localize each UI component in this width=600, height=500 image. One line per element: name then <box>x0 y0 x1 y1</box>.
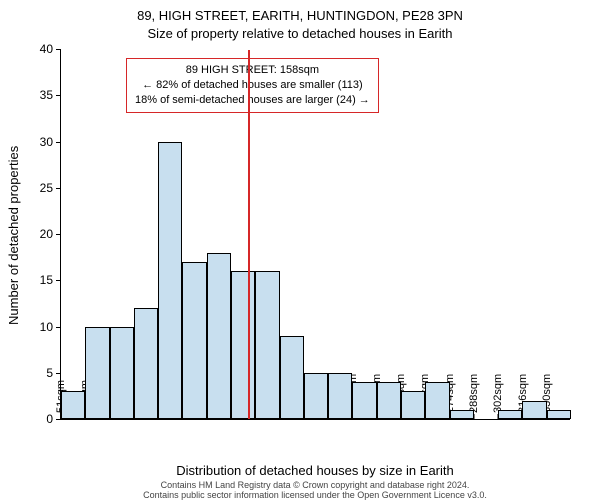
histogram-bar <box>207 253 231 420</box>
y-tick: 25 <box>40 181 61 195</box>
y-tick: 20 <box>40 227 61 241</box>
y-tick: 35 <box>40 88 61 102</box>
histogram-bar <box>255 271 279 419</box>
histogram-bar <box>522 401 546 420</box>
histogram-bar <box>450 410 474 419</box>
histogram-bar <box>280 336 304 419</box>
y-tick: 15 <box>40 273 61 287</box>
y-tick: 5 <box>46 366 61 380</box>
histogram-bar <box>547 410 571 419</box>
plot-area: 89 HIGH STREET: 158sqm ← 82% of detached… <box>60 50 570 420</box>
histogram-bar <box>328 373 352 419</box>
histogram-bar <box>110 327 134 420</box>
y-tick: 40 <box>40 42 61 56</box>
histogram-bar <box>61 391 85 419</box>
x-axis-label: Distribution of detached houses by size … <box>60 463 570 478</box>
y-tick: 10 <box>40 320 61 334</box>
footer-line1: Contains HM Land Registry data © Crown c… <box>60 480 570 490</box>
histogram-bar <box>134 308 158 419</box>
reference-vline <box>248 50 250 419</box>
annotation-line3: 18% of semi-detached houses are larger (… <box>135 93 370 108</box>
histogram-bar <box>158 142 182 420</box>
histogram-bar <box>498 410 522 419</box>
histogram-bar <box>85 327 109 420</box>
histogram-bar <box>377 382 401 419</box>
annotation-box: 89 HIGH STREET: 158sqm ← 82% of detached… <box>126 58 379 113</box>
histogram-chart: 89, HIGH STREET, EARITH, HUNTINGDON, PE2… <box>0 0 600 500</box>
histogram-bar <box>401 391 425 419</box>
histogram-bar <box>425 382 449 419</box>
y-axis-label: Number of detached properties <box>6 50 24 420</box>
annotation-line2: ← 82% of detached houses are smaller (11… <box>135 78 370 93</box>
chart-title-line2: Size of property relative to detached ho… <box>0 26 600 41</box>
histogram-bar <box>352 382 376 419</box>
histogram-bar <box>231 271 255 419</box>
y-tick: 30 <box>40 135 61 149</box>
footer-line2: Contains public sector information licen… <box>60 490 570 500</box>
chart-title-line1: 89, HIGH STREET, EARITH, HUNTINGDON, PE2… <box>0 8 600 23</box>
annotation-line1: 89 HIGH STREET: 158sqm <box>135 63 370 78</box>
histogram-bar <box>182 262 206 419</box>
histogram-bar <box>304 373 328 419</box>
